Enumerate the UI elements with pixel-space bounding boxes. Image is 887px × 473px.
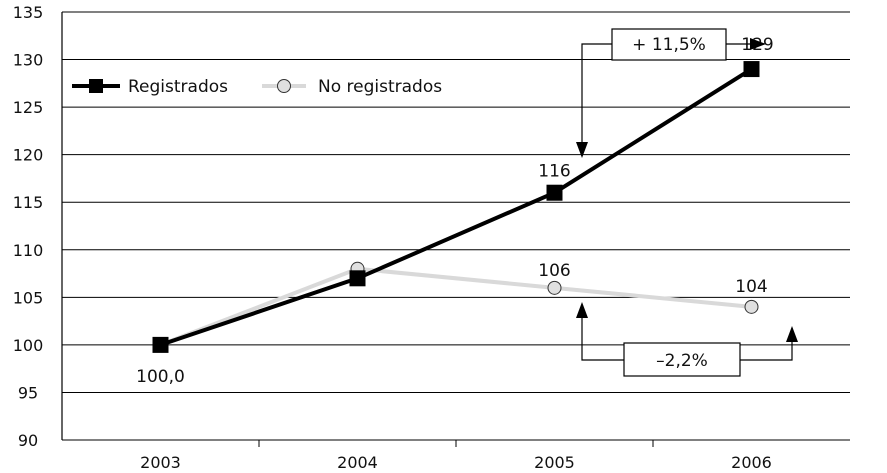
decrease-arrowhead-right [786,326,798,342]
series-line-no-registrados [159,266,752,347]
legend-label-registrados: Registrados [128,77,228,97]
point-registrados-2005 [546,184,563,201]
increase-arrowhead-right [750,38,766,50]
y-tick-label-115: 115 [13,193,44,212]
point-no-registrados-2005 [547,280,562,295]
legend-marker-no-registrados [277,79,291,93]
x-tick-label-2003: 2003 [140,453,181,472]
y-tick-label-120: 120 [13,146,44,165]
x-tick-label-2006: 2006 [731,453,772,472]
point-no-registrados-2006 [744,299,759,314]
increase-arrowhead-down [576,142,588,158]
series-line-registrados [159,67,753,347]
decrease-annotation-box [623,342,741,377]
data-markers [152,61,760,353]
x-axis: 2003 2004 2005 2006 [140,440,772,472]
decrease-annotation-text: –2,2% [656,351,708,371]
increase-annotation: + 11,5% [576,28,766,158]
y-tick-label-100: 100 [13,336,44,355]
legend-marker-registrados [89,79,103,93]
data-label-registrados-2005: 116 [538,162,570,182]
data-label-no-registrados-2006: 104 [735,277,767,297]
point-registrados-2006 [743,61,760,78]
point-registrados-2004 [349,270,366,287]
y-tick-label-95: 95 [18,383,38,402]
data-label-no-registrados-2005: 106 [538,261,570,281]
data-label-2003: 100,0 [136,367,185,387]
y-tick-label-135: 135 [13,3,44,22]
y-axis: 90 95 100 105 110 115 120 125 130 135 [13,3,63,450]
y-tick-label-110: 110 [13,241,44,260]
x-tick-label-2004: 2004 [337,453,378,472]
point-registrados-2003 [152,336,169,353]
gridlines [62,11,850,441]
y-tick-label-130: 130 [13,51,44,70]
legend: Registrados No registrados [72,77,442,97]
increase-annotation-text: + 11,5% [632,35,706,55]
decrease-annotation: –2,2% [576,302,798,377]
increase-arrow-down [581,43,612,156]
decrease-arrowhead-left [576,302,588,318]
y-tick-label-125: 125 [13,98,44,117]
x-tick-label-2005: 2005 [534,453,575,472]
legend-label-no-registrados: No registrados [318,77,442,97]
y-tick-label-90: 90 [18,431,38,450]
y-tick-label-105: 105 [13,288,44,307]
